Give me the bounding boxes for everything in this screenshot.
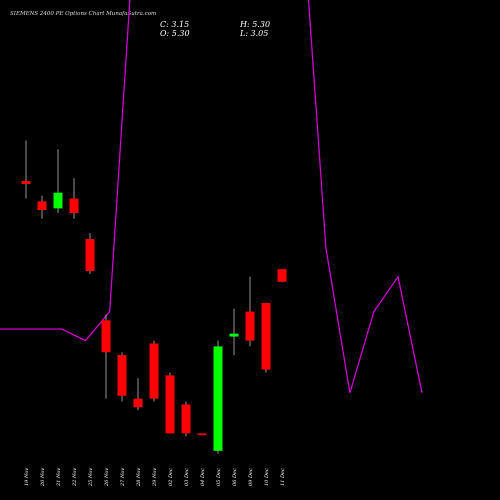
- candle-body: [197, 433, 207, 436]
- date-tick-label: 27 Nov: [120, 468, 126, 487]
- candle-body: [85, 239, 95, 271]
- candle-body: [245, 311, 255, 341]
- candle-body: [229, 333, 239, 337]
- candle-body: [101, 320, 111, 353]
- indicator-line-2: [0, 0, 423, 393]
- date-tick-label: 05 Dec: [216, 468, 222, 486]
- candle-body: [165, 375, 175, 434]
- candle-body: [133, 398, 143, 408]
- candle-body: [261, 302, 271, 370]
- date-tick-label: 20 Nov: [40, 468, 46, 487]
- candle-body: [149, 343, 159, 399]
- candle-body: [53, 192, 63, 209]
- date-tick-label: 21 Nov: [56, 468, 62, 487]
- chart-title: SIEMENS 2400 PE Options Chart MunafaSutr…: [10, 11, 157, 17]
- date-tick-label: 02 Dec: [168, 468, 174, 486]
- date-tick-label: 19 Nov: [24, 468, 30, 486]
- high-value: H: 5.30: [240, 20, 271, 29]
- candle-body: [37, 201, 47, 211]
- candlesticks: [21, 140, 287, 454]
- date-tick-label: 25 Nov: [88, 468, 94, 487]
- date-tick-label: 29 Nov: [152, 468, 158, 487]
- indicator-lines: [0, 0, 423, 393]
- date-tick-label: 10 Dec: [264, 468, 270, 486]
- candle-body: [117, 355, 127, 396]
- close-value: C: 3.15: [160, 20, 190, 29]
- date-tick-label: 28 Nov: [136, 468, 142, 487]
- candle-body: [213, 346, 223, 451]
- date-tick-label: 11 Dec: [280, 468, 286, 486]
- candle-body: [21, 181, 31, 184]
- date-tick-label: 04 Dec: [200, 468, 206, 486]
- date-tick-label: 03 Dec: [184, 468, 190, 486]
- date-tick-label: 09 Dec: [248, 468, 254, 486]
- date-tick-label: 06 Dec: [232, 468, 238, 486]
- date-tick-label: 26 Nov: [104, 468, 110, 487]
- candle-body: [277, 269, 287, 282]
- candle-body: [69, 198, 79, 213]
- date-tick-label: 22 Nov: [72, 468, 78, 487]
- candle-body: [181, 404, 191, 434]
- low-value: L: 3.05: [240, 29, 269, 38]
- open-value: O: 5.30: [160, 29, 190, 38]
- date-axis: 19 Nov 20 Nov 21 Nov 22 Nov 25 Nov 26 Nov 27 N…: [24, 468, 286, 487]
